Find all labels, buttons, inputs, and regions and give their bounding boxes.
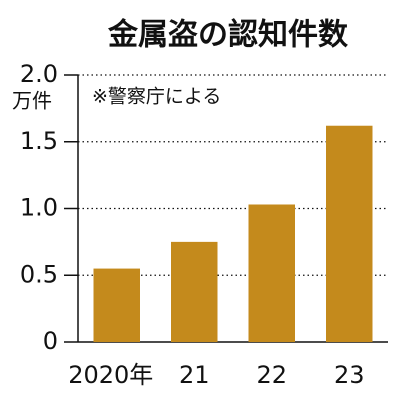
y-tick-label: 2.0 [20, 60, 58, 88]
x-tick-label: 22 [256, 361, 287, 389]
bar [248, 204, 295, 342]
note: ※警察庁による [92, 86, 221, 108]
bar [171, 241, 218, 342]
x-tick-label: 2020年 [68, 361, 153, 389]
y-tick-label: 0.5 [20, 260, 58, 288]
y-tick-label: 0 [43, 327, 58, 355]
y-tick-label: 1.0 [20, 194, 58, 222]
y-tick-label: 1.5 [20, 127, 58, 155]
x-tick-label: 23 [334, 361, 365, 389]
bar [326, 125, 373, 342]
chart-title: 金属盗の認知件数 [107, 18, 349, 53]
bar [93, 268, 140, 342]
y-axis-label: 万件 [12, 89, 52, 113]
x-tick-label: 21 [179, 361, 210, 389]
